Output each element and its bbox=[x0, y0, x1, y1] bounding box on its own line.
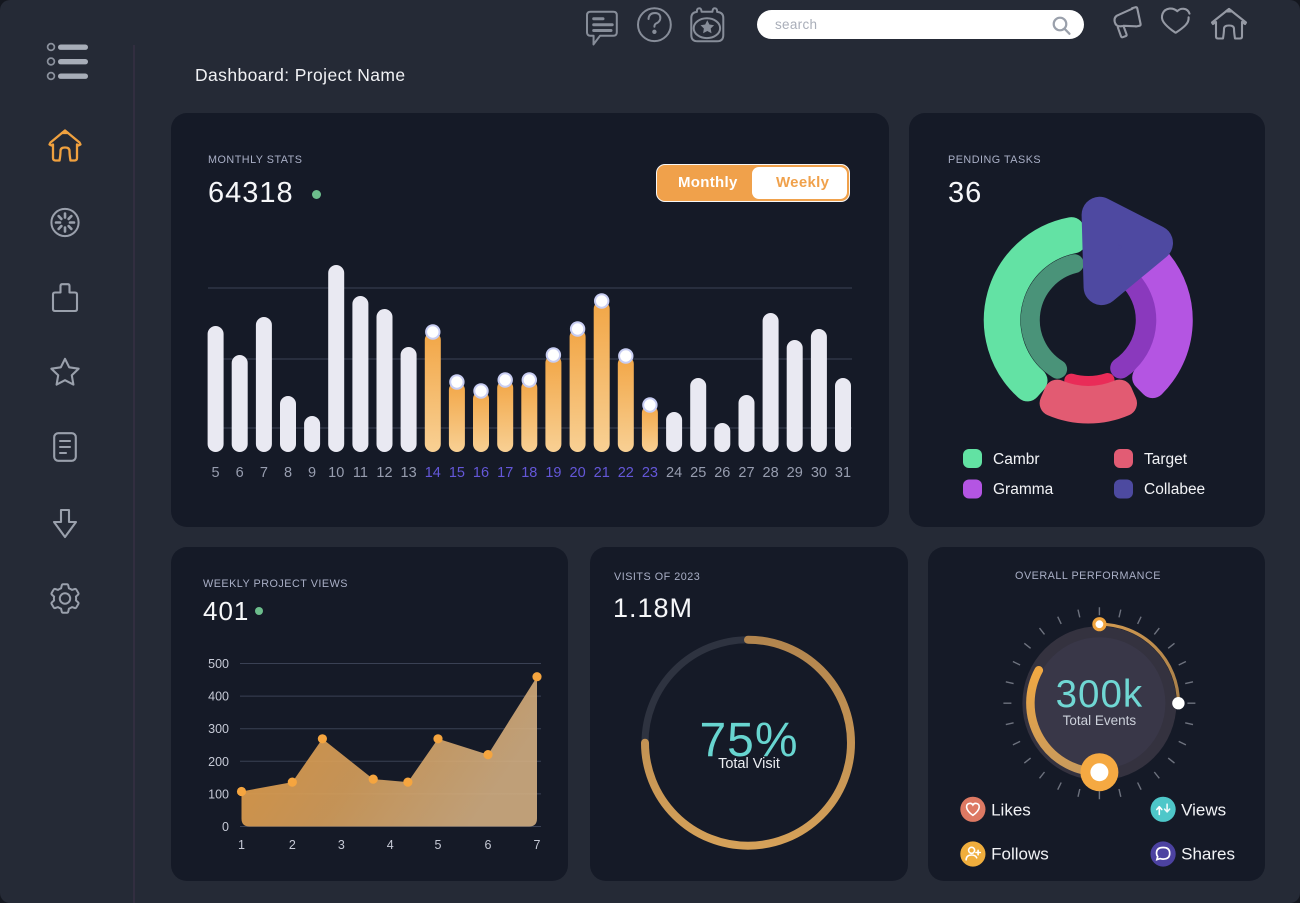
svg-text:18: 18 bbox=[521, 465, 537, 481]
svg-text:29: 29 bbox=[787, 465, 803, 481]
svg-text:25: 25 bbox=[690, 465, 706, 481]
svg-text:15: 15 bbox=[449, 465, 465, 481]
svg-text:16: 16 bbox=[473, 465, 489, 481]
svg-text:12: 12 bbox=[376, 465, 392, 481]
svg-text:Total Visit: Total Visit bbox=[718, 756, 780, 772]
svg-text:5: 5 bbox=[212, 465, 220, 481]
svg-text:Likes: Likes bbox=[991, 800, 1031, 819]
svg-text:75%: 75% bbox=[699, 714, 798, 767]
svg-text:500: 500 bbox=[208, 657, 229, 671]
svg-text:26: 26 bbox=[714, 465, 730, 481]
svg-text:Collabee: Collabee bbox=[1144, 481, 1205, 498]
svg-text:200: 200 bbox=[208, 755, 229, 769]
svg-text:30: 30 bbox=[811, 465, 827, 481]
svg-text:100: 100 bbox=[208, 787, 229, 801]
svg-text:7: 7 bbox=[260, 465, 268, 481]
svg-text:31: 31 bbox=[835, 465, 851, 481]
svg-text:Total Events: Total Events bbox=[1063, 713, 1137, 728]
svg-text:0: 0 bbox=[222, 820, 229, 834]
svg-text:Target: Target bbox=[1144, 451, 1188, 468]
svg-text:7: 7 bbox=[534, 838, 541, 852]
svg-text:20: 20 bbox=[570, 465, 586, 481]
svg-text:300k: 300k bbox=[1056, 673, 1144, 716]
svg-text:10: 10 bbox=[328, 465, 344, 481]
svg-text:2: 2 bbox=[289, 838, 296, 852]
svg-text:Gramma: Gramma bbox=[993, 481, 1054, 498]
svg-text:400: 400 bbox=[208, 690, 229, 704]
svg-text:5: 5 bbox=[435, 838, 442, 852]
svg-text:Cambr: Cambr bbox=[993, 451, 1040, 468]
svg-text:9: 9 bbox=[308, 465, 316, 481]
svg-text:17: 17 bbox=[497, 465, 513, 481]
svg-text:13: 13 bbox=[401, 465, 417, 481]
svg-text:11: 11 bbox=[353, 465, 368, 481]
svg-text:300: 300 bbox=[208, 722, 229, 736]
svg-text:23: 23 bbox=[642, 465, 658, 481]
svg-text:Follows: Follows bbox=[991, 845, 1049, 864]
svg-text:19: 19 bbox=[545, 465, 561, 481]
svg-text:Views: Views bbox=[1181, 800, 1226, 819]
svg-text:6: 6 bbox=[236, 465, 244, 481]
svg-text:1: 1 bbox=[238, 838, 245, 852]
svg-text:24: 24 bbox=[666, 465, 682, 481]
svg-text:Shares: Shares bbox=[1181, 845, 1235, 864]
svg-text:27: 27 bbox=[738, 465, 754, 481]
svg-text:28: 28 bbox=[763, 465, 779, 481]
svg-text:8: 8 bbox=[284, 465, 292, 481]
svg-text:4: 4 bbox=[387, 838, 394, 852]
svg-text:21: 21 bbox=[594, 465, 610, 481]
svg-text:6: 6 bbox=[485, 838, 492, 852]
svg-text:22: 22 bbox=[618, 465, 634, 481]
svg-text:3: 3 bbox=[338, 838, 345, 852]
svg-text:14: 14 bbox=[425, 465, 441, 481]
